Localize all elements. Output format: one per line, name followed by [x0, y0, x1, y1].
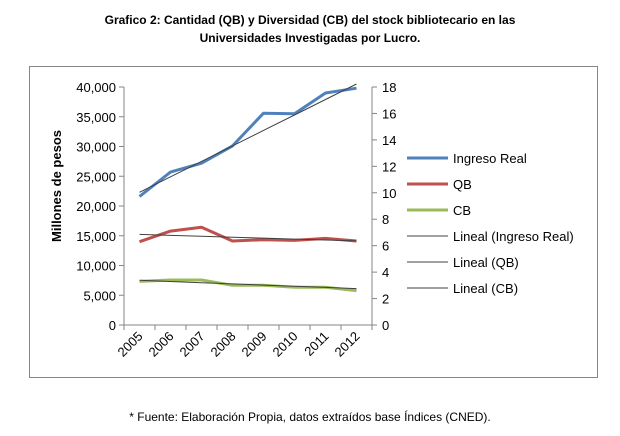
left-tick-label: 10,000 — [76, 259, 116, 274]
x-tick-label: 2011 — [301, 329, 331, 359]
left-tick-label: 0 — [109, 318, 116, 333]
right-tick-label: 2 — [382, 292, 389, 307]
x-tick-label: 2005 — [115, 329, 146, 360]
trendline-lineal-cb- — [139, 279, 357, 290]
left-tick-label: 25,000 — [76, 169, 116, 184]
legend-label: Lineal (CB) — [453, 281, 518, 296]
right-tick-label: 0 — [382, 318, 389, 333]
right-tick-label: 16 — [382, 106, 396, 121]
x-tick-label: 2008 — [208, 329, 239, 360]
x-tick-label: 2007 — [177, 329, 208, 360]
y-axis-title: Millones de pesos — [49, 130, 64, 242]
x-tick-label: 2009 — [239, 329, 270, 360]
left-tick-label: 20,000 — [76, 199, 116, 214]
right-tick-label: 14 — [382, 133, 396, 148]
chart-title-line1: Grafico 2: Cantidad (QB) y Diversidad (C… — [104, 13, 516, 27]
right-tick-label: 10 — [382, 186, 396, 201]
right-tick-label: 4 — [382, 265, 389, 280]
left-tick-label: 35,000 — [76, 110, 116, 125]
right-tick-label: 6 — [382, 239, 389, 254]
x-tick-label: 2010 — [270, 329, 301, 360]
x-tick-label: 2006 — [146, 329, 177, 360]
right-tick-label: 12 — [382, 159, 396, 174]
legend-label: Lineal (QB) — [453, 255, 519, 270]
trendline-lineal-ingreso-real- — [139, 83, 357, 193]
x-tick-label: 2012 — [332, 329, 363, 360]
series-line-qb — [139, 225, 357, 244]
left-tick-label: 40,000 — [76, 80, 116, 95]
right-tick-label: 8 — [382, 212, 389, 227]
legend-label: Lineal (Ingreso Real) — [453, 229, 574, 244]
chart-title: Grafico 2: Cantidad (QB) y Diversidad (C… — [0, 11, 620, 47]
trendline-lineal-qb- — [139, 233, 357, 242]
right-tick-label: 18 — [382, 80, 396, 95]
footnote: * Fuente: Elaboración Propia, datos extr… — [129, 410, 491, 424]
left-tick-label: 15,000 — [76, 229, 116, 244]
series-line-ingreso-real — [138, 86, 357, 198]
left-tick-label: 30,000 — [76, 140, 116, 155]
left-tick-label: 5,000 — [83, 288, 116, 303]
chart-title-line2: Universidades Investigadas por Lucro. — [199, 31, 421, 45]
legend-label: CB — [453, 203, 471, 218]
legend-label: Ingreso Real — [453, 151, 527, 166]
legend-label: QB — [453, 177, 472, 192]
